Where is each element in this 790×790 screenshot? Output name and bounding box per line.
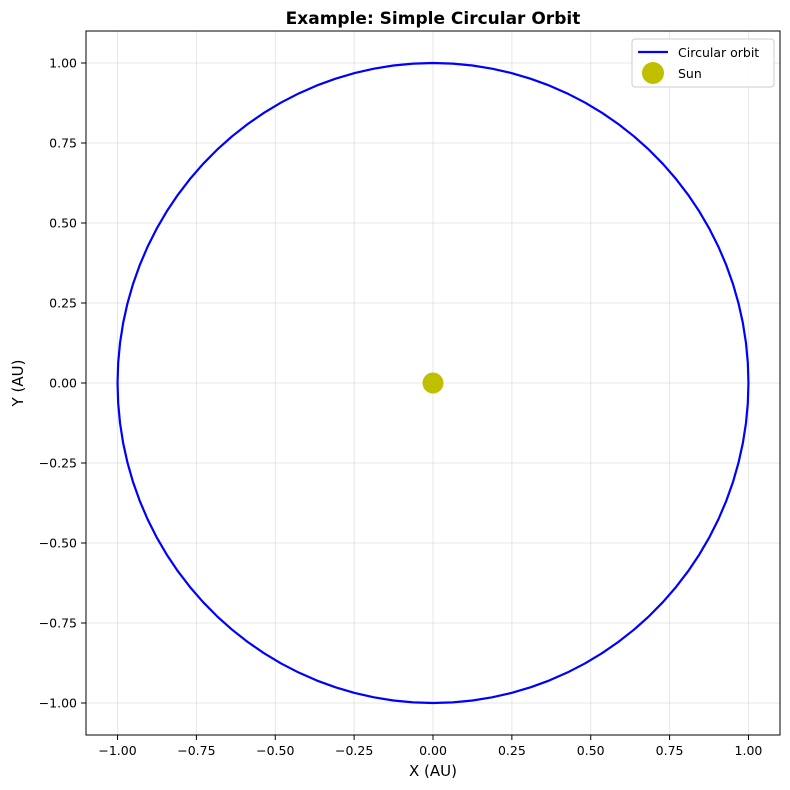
y-tick-label: −0.50: [39, 536, 77, 551]
y-tick-label: −0.75: [39, 616, 77, 631]
y-tick-label: 0.00: [49, 376, 77, 391]
y-tick-label: 0.75: [49, 136, 77, 151]
chart-title: Example: Simple Circular Orbit: [286, 9, 581, 29]
sun-marker: [422, 372, 444, 394]
y-tick-label: 0.25: [49, 296, 77, 311]
y-axis-label: Y (AU): [9, 360, 27, 408]
x-tick-label: 1.00: [735, 743, 763, 758]
x-tick-label: 0.00: [419, 743, 447, 758]
y-tick-label: 1.00: [49, 56, 77, 71]
x-axis-label: X (AU): [409, 762, 457, 780]
legend-sun-swatch: [642, 62, 664, 84]
legend: Circular orbit Sun: [631, 38, 775, 88]
x-tick-label: 0.50: [577, 743, 605, 758]
x-tick-label: 0.25: [498, 743, 526, 758]
y-tick-label: −0.25: [39, 456, 77, 471]
legend-sun-label: Sun: [678, 66, 702, 81]
plot-series: [116, 61, 750, 705]
x-tick-label: −0.50: [256, 743, 294, 758]
y-tick-label: −1.00: [39, 696, 77, 711]
x-tick-label: 0.75: [656, 743, 684, 758]
x-tick-label: −0.25: [335, 743, 373, 758]
x-tick-label: −1.00: [98, 743, 136, 758]
y-tick-label: 0.50: [49, 216, 77, 231]
orbit-line: [116, 61, 750, 705]
legend-orbit-label: Circular orbit: [678, 45, 759, 60]
y-axis-ticks: −1.00 −0.75 −0.50 −0.25 0.00 0.25 0.50 0.75 1.00: [39, 56, 86, 711]
x-tick-label: −0.75: [177, 743, 215, 758]
x-axis-ticks: −1.00 −0.75 −0.50 −0.25 0.00 0.25 0.50 0.75 1.00: [98, 735, 762, 758]
